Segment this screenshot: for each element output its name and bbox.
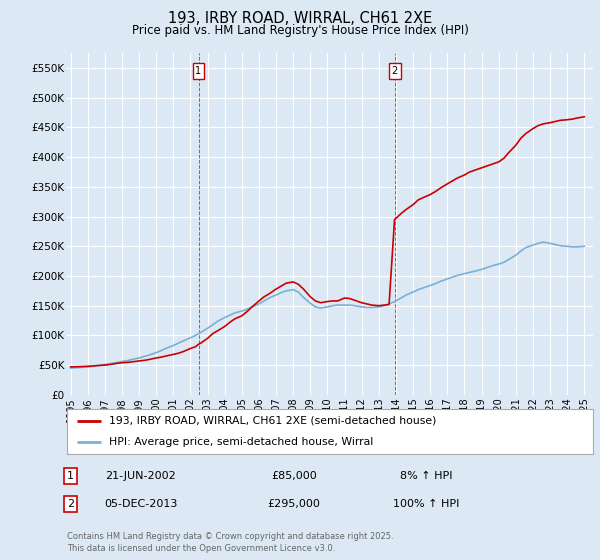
Text: £85,000: £85,000 — [271, 471, 317, 481]
Text: 193, IRBY ROAD, WIRRAL, CH61 2XE (semi-detached house): 193, IRBY ROAD, WIRRAL, CH61 2XE (semi-d… — [109, 416, 437, 426]
Text: 1: 1 — [196, 66, 202, 76]
Text: 2: 2 — [391, 66, 398, 76]
Text: £295,000: £295,000 — [268, 499, 320, 509]
Text: 05-DEC-2013: 05-DEC-2013 — [104, 499, 178, 509]
Text: 2: 2 — [67, 499, 74, 509]
Text: Price paid vs. HM Land Registry's House Price Index (HPI): Price paid vs. HM Land Registry's House … — [131, 24, 469, 36]
Text: 1: 1 — [67, 471, 74, 481]
Text: Contains HM Land Registry data © Crown copyright and database right 2025.
This d: Contains HM Land Registry data © Crown c… — [67, 533, 394, 553]
Text: 100% ↑ HPI: 100% ↑ HPI — [393, 499, 459, 509]
Text: HPI: Average price, semi-detached house, Wirral: HPI: Average price, semi-detached house,… — [109, 437, 373, 447]
Text: 193, IRBY ROAD, WIRRAL, CH61 2XE: 193, IRBY ROAD, WIRRAL, CH61 2XE — [168, 11, 432, 26]
Text: 8% ↑ HPI: 8% ↑ HPI — [400, 471, 452, 481]
Text: 21-JUN-2002: 21-JUN-2002 — [106, 471, 176, 481]
